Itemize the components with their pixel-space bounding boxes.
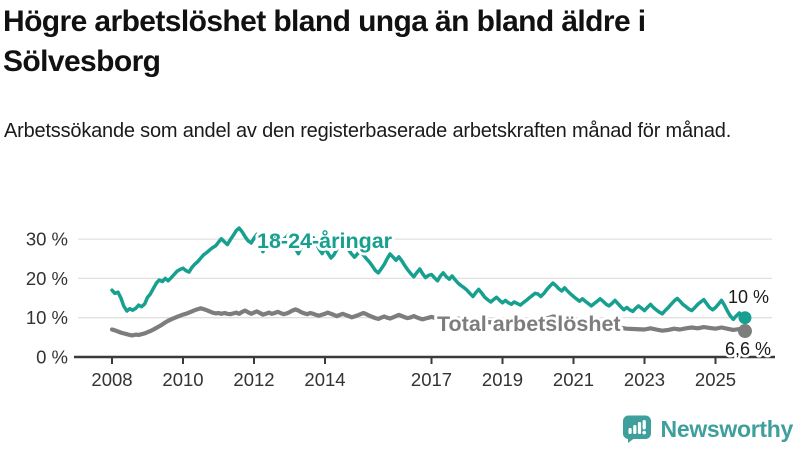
y-tick-label: 30 %	[26, 229, 68, 250]
page-title: Högre arbetslöshet bland unga än bland ä…	[3, 5, 646, 78]
newsworthy-bubble-chart-icon	[622, 415, 651, 443]
x-tick-label: 2008	[91, 369, 132, 390]
series-line-total	[109, 306, 748, 338]
x-tick-label: 2010	[162, 369, 203, 390]
x-tick-label: 2025	[695, 369, 736, 390]
series-label-total: Total arbetslöshet	[437, 312, 621, 336]
x-tick-label: 2012	[233, 369, 274, 390]
series-line-young	[110, 226, 747, 322]
series-label-young: 18-24-åringar	[257, 229, 393, 253]
y-tick-label: 20 %	[26, 268, 68, 289]
y-tick-label: 10 %	[26, 307, 68, 328]
x-tick-label: 2019	[482, 369, 523, 390]
chart-subtitle: Arbetssökande som andel av den registerb…	[4, 120, 732, 142]
x-tick-label: 2014	[304, 369, 345, 390]
end-value-label-young: 10 %	[728, 287, 769, 307]
newsworthy-logo: Newsworthy	[622, 415, 793, 443]
end-value-label-total: 6,6 %	[725, 339, 771, 359]
y-tick-label: 0 %	[36, 347, 68, 368]
series-end-dot-total	[737, 324, 752, 339]
x-tick-label: 2021	[553, 369, 594, 390]
unemployment-line-chart: 2008 2010 2012 2014 2017 2019 2021 2023 2025 0 % 1…	[26, 226, 775, 390]
brand-name: Newsworthy	[660, 415, 794, 442]
x-tick-label: 2023	[624, 369, 665, 390]
series-end-dot-young	[738, 311, 752, 325]
x-tick-label: 2017	[411, 369, 452, 390]
